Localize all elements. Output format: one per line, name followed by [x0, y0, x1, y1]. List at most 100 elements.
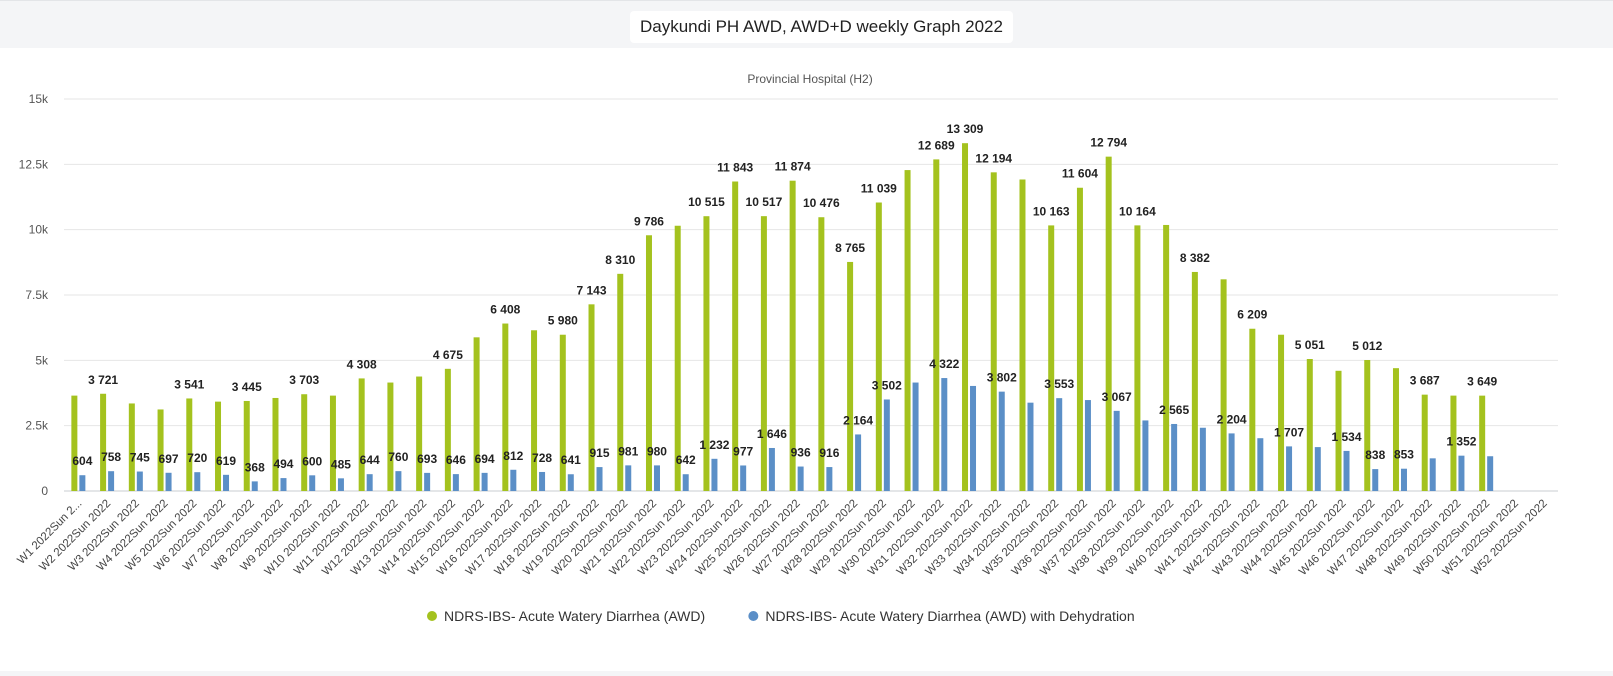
data-label: 10 517 [746, 195, 783, 209]
bar-awd-dehydration [108, 471, 115, 491]
bar-awd-dehydration [653, 465, 660, 491]
data-label: 720 [187, 451, 207, 465]
data-label: 8 310 [605, 253, 635, 267]
data-label: 10 164 [1119, 204, 1156, 218]
bar-awd [1134, 225, 1141, 491]
legend-item-awd[interactable]: NDRS-IBS- Acute Watery Diarrhea (AWD) [427, 608, 705, 624]
bar-awd [875, 202, 882, 491]
legend-label: NDRS-IBS- Acute Watery Diarrhea (AWD) [444, 608, 705, 624]
bar-awd-dehydration [941, 378, 948, 491]
bar-awd-dehydration [1142, 420, 1149, 491]
bar-awd [502, 323, 509, 491]
data-label: 1 232 [699, 438, 729, 452]
data-label: 760 [388, 450, 408, 464]
data-label: 936 [791, 446, 811, 460]
bar-awd [329, 395, 336, 491]
gridlines [64, 98, 1558, 492]
data-label: 4 675 [433, 348, 463, 362]
bar-awd-dehydration [510, 469, 517, 491]
bar-awd-dehydration [883, 399, 890, 491]
data-label: 11 039 [861, 182, 897, 196]
bar-awd-dehydration [194, 472, 201, 491]
data-label: 838 [1365, 448, 1385, 462]
legend-marker [427, 611, 437, 621]
bar-awd-dehydration [912, 382, 919, 491]
data-label: 3 541 [174, 377, 204, 391]
bars [71, 143, 1494, 492]
bar-awd [71, 395, 78, 491]
bar-awd [559, 334, 566, 491]
data-label: 915 [590, 446, 610, 460]
bar-awd [962, 143, 969, 491]
data-label: 1 352 [1446, 435, 1476, 449]
bar-awd-dehydration [1314, 447, 1321, 491]
bar-awd-dehydration [165, 472, 172, 491]
data-label: 5 012 [1352, 339, 1382, 353]
data-label: 3 687 [1410, 374, 1440, 388]
bar-awd [1019, 179, 1026, 491]
bar-awd [358, 378, 365, 491]
bar-awd [1479, 395, 1486, 491]
bar-awd [674, 225, 681, 491]
bar-awd [933, 159, 940, 491]
data-label: 600 [302, 454, 322, 468]
data-label: 485 [331, 457, 351, 471]
data-label: 10 515 [688, 195, 725, 209]
data-label: 728 [532, 451, 552, 465]
legend[interactable]: NDRS-IBS- Acute Watery Diarrhea (AWD) NDR… [427, 608, 1135, 624]
header-bar: Daykundi PH AWD, AWD+D weekly Graph 2022 [0, 0, 1613, 49]
chart-title: Daykundi PH AWD, AWD+D weekly Graph 2022 [630, 11, 1013, 43]
bar-awd-dehydration [452, 474, 459, 491]
data-label: 2 565 [1159, 403, 1189, 417]
bar-awd [387, 382, 394, 491]
data-label: 13 309 [947, 122, 984, 136]
bar-awd [990, 172, 997, 491]
bar-awd [272, 397, 279, 491]
data-label: 11 843 [717, 161, 753, 175]
bar-awd-dehydration [424, 472, 431, 491]
bar-awd [1105, 156, 1112, 491]
data-label: 644 [360, 453, 380, 467]
bar-awd-dehydration [539, 471, 546, 491]
bar-awd [1191, 271, 1198, 491]
data-label: 3 703 [289, 373, 319, 387]
bar-awd [617, 273, 624, 491]
bar-awd [100, 393, 107, 491]
data-label: 12 794 [1090, 136, 1127, 150]
data-label: 619 [216, 454, 236, 468]
bar-awd [1249, 328, 1256, 491]
data-label: 1 646 [757, 427, 787, 441]
y-tick-label: 5k [35, 353, 49, 367]
bar-awd [157, 409, 164, 491]
bar-awd-dehydration [1113, 410, 1120, 491]
bar-awd [301, 394, 308, 491]
y-tick-label: 12.5k [19, 157, 49, 171]
y-tick-label: 7.5k [25, 288, 49, 302]
data-label: 745 [130, 451, 150, 465]
bar-awd-dehydration [366, 474, 373, 491]
legend-item-awd-dehydration[interactable]: NDRS-IBS- Acute Watery Diarrhea (AWD) wi… [748, 608, 1135, 624]
bar-awd-dehydration [855, 434, 862, 491]
data-label: 3 649 [1467, 375, 1497, 389]
bar-awd-dehydration [1372, 469, 1379, 491]
bar-awd-dehydration [826, 467, 833, 491]
data-label: 11 604 [1062, 167, 1098, 181]
bar-awd [1163, 224, 1170, 492]
data-label: 9 786 [634, 214, 664, 228]
data-label: 977 [733, 444, 753, 458]
data-label: 6 408 [490, 303, 520, 317]
bar-awd [531, 330, 538, 491]
bar-awd [645, 235, 652, 491]
bar-awd-dehydration [1400, 468, 1407, 491]
bar-awd-dehydration [998, 391, 1005, 491]
bar-awd [416, 376, 423, 491]
y-tick-label: 10k [29, 223, 49, 237]
legend-marker [748, 611, 759, 621]
bar-awd-dehydration [740, 465, 747, 491]
bar-awd-dehydration [136, 471, 143, 491]
bar-chart: Provincial Hospital (H2) 0 2.5k 5k 7.5k 10k 1… [15, 72, 1558, 624]
data-label: 3 802 [987, 371, 1017, 385]
bar-awd-dehydration [1027, 402, 1034, 491]
bar-awd [215, 401, 222, 491]
bar-awd-dehydration [768, 447, 775, 491]
